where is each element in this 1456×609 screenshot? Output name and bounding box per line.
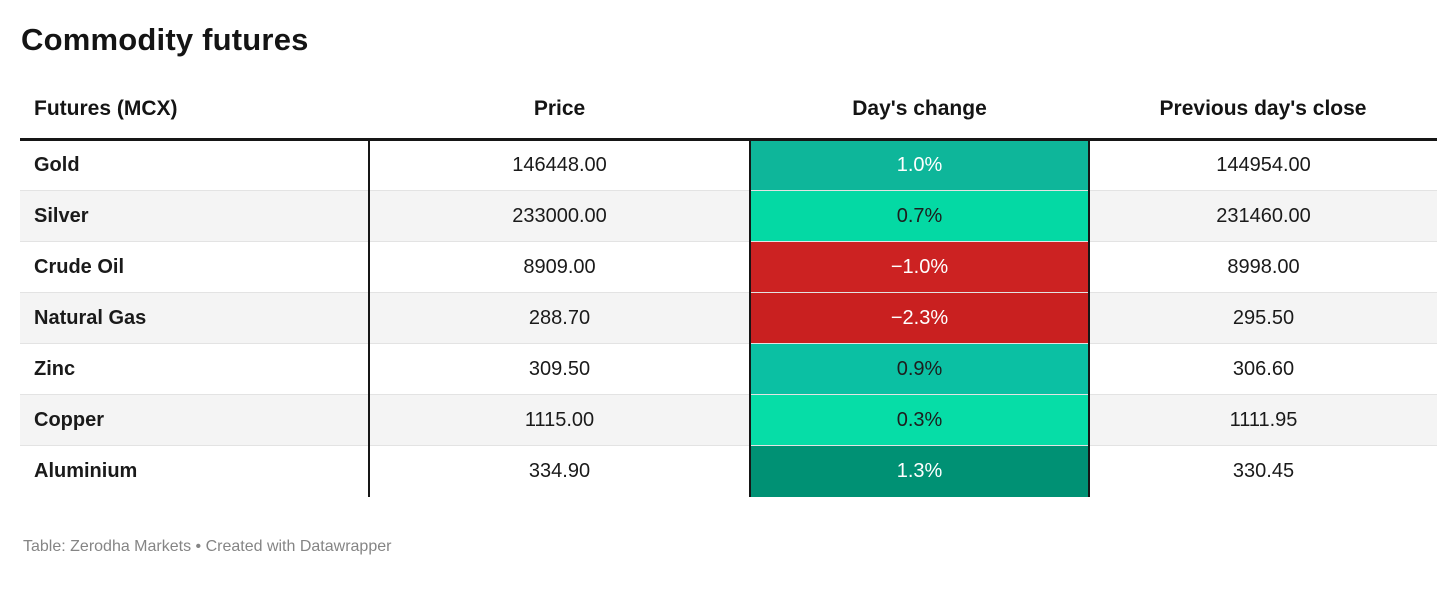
cell-prev-close: 330.45: [1089, 445, 1437, 497]
page-title: Commodity futures: [21, 22, 309, 57]
table-row-gold: Gold 146448.00 1.0% 144954.00: [20, 139, 1437, 191]
cell-prev-close: 8998.00: [1089, 241, 1437, 293]
column-header-change: Day's change: [750, 83, 1089, 141]
column-header-futures: Futures (MCX): [20, 83, 369, 141]
cell-prev-close: 231460.00: [1089, 190, 1437, 242]
cell-price: 1115.00: [369, 394, 750, 446]
cell-name: Aluminium: [20, 445, 370, 497]
table-header-row: Futures (MCX) Price Day's change Previou…: [20, 83, 1437, 141]
table-attribution: Table: Zerodha Markets • Created with Da…: [23, 537, 392, 555]
cell-name: Copper: [20, 394, 370, 446]
cell-change: 1.0%: [749, 139, 1090, 191]
cell-name: Zinc: [20, 343, 370, 395]
cell-change: 0.3%: [749, 394, 1090, 446]
cell-change: 0.9%: [749, 343, 1090, 395]
cell-prev-close: 295.50: [1089, 292, 1437, 344]
cell-price: 309.50: [369, 343, 750, 395]
cell-change: 1.3%: [749, 445, 1090, 497]
cell-name: Crude Oil: [20, 241, 370, 293]
cell-change: 0.7%: [749, 190, 1090, 242]
cell-prev-close: 144954.00: [1216, 154, 1311, 176]
cell-name: Gold: [20, 139, 370, 191]
cell-change: −2.3%: [749, 292, 1090, 344]
table-row-zinc: Zinc 309.50 0.9% 306.60: [20, 343, 1437, 395]
cell-name: Natural Gas: [20, 292, 370, 344]
cell-price: 146448.00: [512, 154, 607, 176]
datawrapper-table-widget: Commodity futures Futures (MCX) Price Da…: [20, 22, 1437, 555]
column-header-price: Price: [369, 83, 750, 141]
commodity-futures-table: Futures (MCX) Price Day's change Previou…: [20, 83, 1437, 497]
cell-price: 233000.00: [369, 190, 750, 242]
cell-price: 8909.00: [369, 241, 750, 293]
cell-name: Silver: [20, 190, 370, 242]
cell-price: 288.70: [369, 292, 750, 344]
cell-price: 334.90: [369, 445, 750, 497]
table-row-aluminium: Aluminium 334.90 1.3% 330.45: [20, 445, 1437, 497]
column-header-prev-close: Previous day's close: [1089, 83, 1437, 141]
cell-change: −1.0%: [749, 241, 1090, 293]
cell-prev-close: 1111.95: [1089, 394, 1437, 446]
table-row-copper: Copper 1115.00 0.3% 1111.95: [20, 394, 1437, 446]
table-row-silver: Silver 233000.00 0.7% 231460.00: [20, 190, 1437, 242]
cell-prev-close: 306.60: [1089, 343, 1437, 395]
table-row-crude-oil: Crude Oil 8909.00 −1.0% 8998.00: [20, 241, 1437, 293]
table-row-natural-gas: Natural Gas 288.70 −2.3% 295.50: [20, 292, 1437, 344]
